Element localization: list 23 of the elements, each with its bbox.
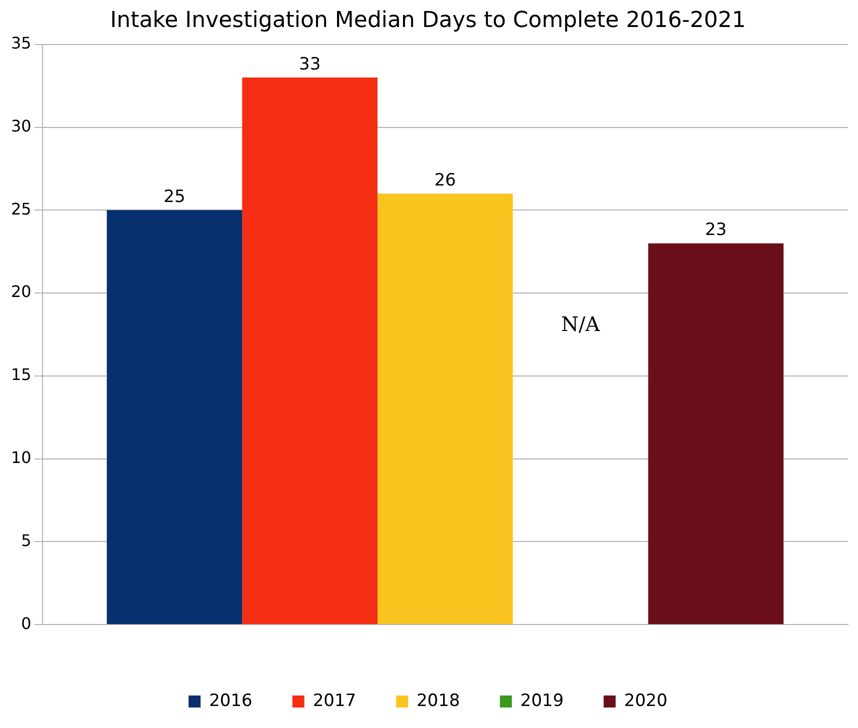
- data-label: 33: [299, 54, 321, 74]
- bar: [648, 243, 784, 624]
- y-tick-label: 5: [21, 530, 32, 550]
- y-tick-label: 20: [11, 282, 32, 302]
- legend-label: 2017: [312, 690, 356, 711]
- data-label: 26: [434, 170, 456, 191]
- bar: [378, 194, 513, 624]
- y-tick-label: 15: [11, 365, 32, 384]
- y-tick-label: 25: [11, 199, 32, 218]
- bar: [106, 210, 242, 624]
- legend-label: 2020: [624, 690, 668, 711]
- legend-label: 2016: [209, 690, 252, 711]
- bar: [242, 78, 378, 624]
- y-tick-label: 35: [11, 34, 32, 53]
- chart-title: Intake Investigation Median Days to Complete 2016-2021: [110, 8, 746, 33]
- legend-label: 2019: [520, 690, 564, 711]
- y-tick-label: 0: [21, 614, 32, 633]
- y-tick-label: 30: [11, 116, 32, 136]
- data-label: 25: [164, 187, 186, 208]
- data-label: 23: [705, 220, 727, 240]
- y-tick-label: 10: [11, 448, 32, 467]
- annotation: N/A: [561, 312, 600, 336]
- legend-label: 2018: [416, 690, 460, 711]
